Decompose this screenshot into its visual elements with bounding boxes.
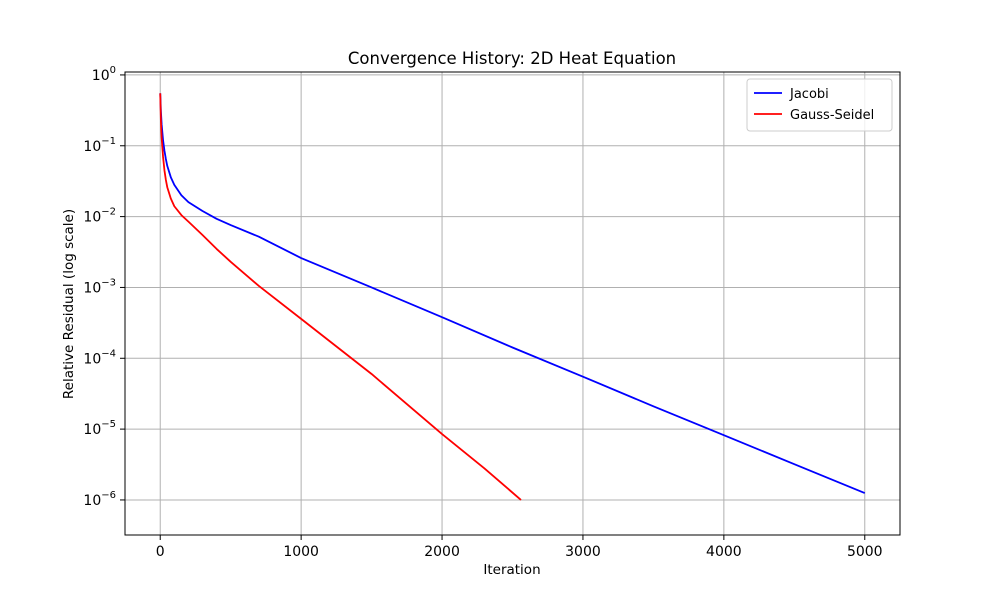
y-tick-label-exponent: −3	[101, 277, 116, 288]
chart-title: Convergence History: 2D Heat Equation	[348, 49, 676, 68]
y-tick-label: 10−6	[83, 490, 116, 509]
y-tick-label-base: 10	[83, 139, 101, 155]
series-line-gauss-seidel	[159, 93, 522, 501]
legend: Jacobi Gauss-Seidel	[746, 78, 893, 132]
y-tick-label-exponent: −2	[101, 207, 116, 218]
series-layer	[159, 93, 866, 501]
y-tick-label-base: 10	[83, 493, 101, 509]
y-tick-label-base: 10	[83, 351, 101, 367]
y-tick-label-base: 10	[83, 210, 101, 226]
y-tick-label: 10−5	[83, 419, 116, 438]
y-tick-label-exponent: 0	[110, 65, 116, 76]
x-tick-label: 2000	[424, 544, 460, 560]
x-tick-label: 0	[156, 544, 165, 560]
x-tick-label: 1000	[283, 544, 319, 560]
y-tick-label-exponent: −4	[101, 348, 116, 359]
y-tick-label: 10−1	[83, 136, 116, 155]
grid	[125, 72, 900, 535]
x-tick-label: 5000	[847, 544, 883, 560]
ticks	[120, 74, 866, 540]
y-tick-label: 100	[92, 65, 116, 84]
legend-label: Jacobi	[789, 87, 829, 102]
y-tick-label-exponent: −1	[101, 136, 116, 147]
x-tick-label: 4000	[706, 544, 742, 560]
y-tick-label-base: 10	[83, 422, 101, 438]
y-tick-label-exponent: −5	[101, 419, 116, 430]
x-tick-labels: 0 1000 2000 3000 4000 5000	[156, 544, 883, 560]
legend-label: Gauss-Seidel	[790, 108, 874, 123]
y-tick-label: 10−3	[83, 277, 116, 296]
y-tick-label: 10−4	[83, 348, 116, 367]
y-axis-label: Relative Residual (log scale)	[61, 209, 77, 399]
plot-area-frame	[124, 71, 901, 536]
y-tick-label: 10−2	[83, 207, 116, 226]
x-tick-label: 3000	[565, 544, 601, 560]
legend-box	[746, 78, 893, 132]
y-tick-label-exponent: −6	[101, 490, 116, 501]
x-axis-label: Iteration	[483, 562, 540, 578]
y-tick-label-base: 10	[92, 68, 110, 84]
series-line-jacobi	[159, 93, 866, 494]
y-tick-label-base: 10	[83, 280, 101, 296]
